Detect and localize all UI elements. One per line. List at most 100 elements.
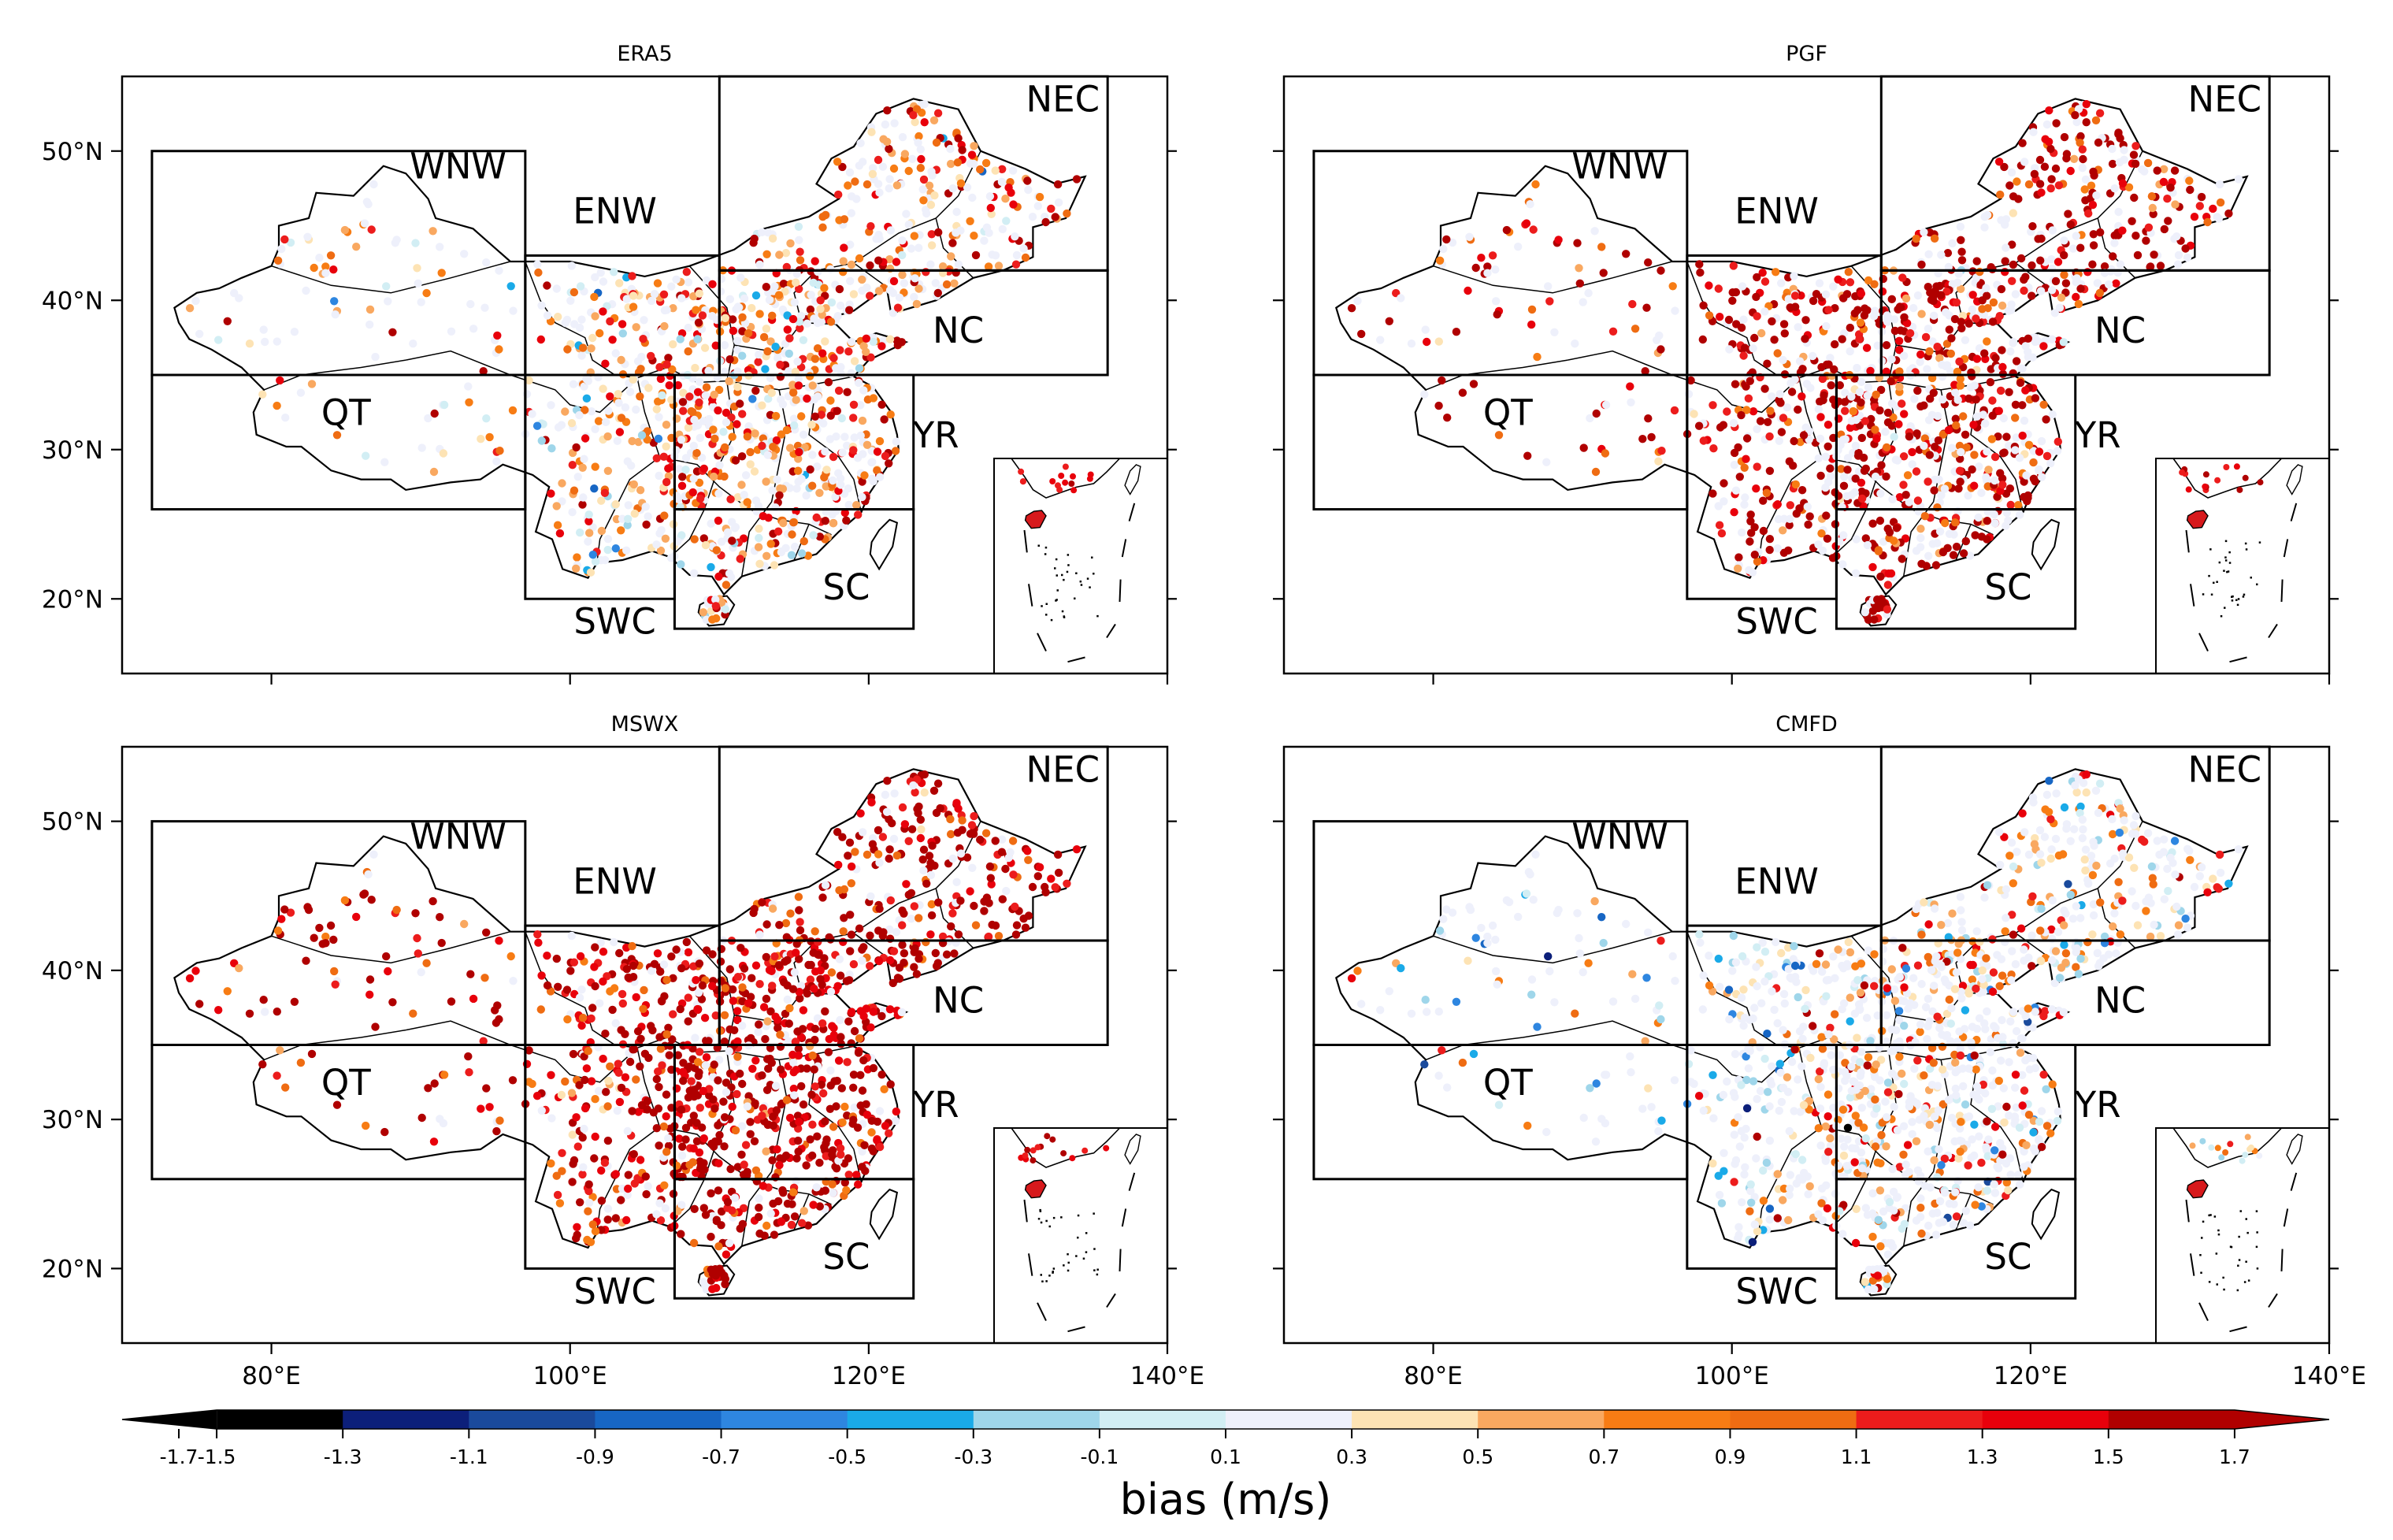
station-point <box>925 852 934 860</box>
station-point <box>912 299 922 309</box>
station-point <box>1899 1150 1908 1160</box>
station-point <box>2035 447 2044 456</box>
station-point <box>195 1000 204 1008</box>
station-point <box>694 318 703 327</box>
station-point <box>825 435 835 443</box>
inset-island <box>1039 1208 1041 1212</box>
station-point <box>340 225 350 235</box>
station-point <box>1861 608 1869 617</box>
station-point <box>1913 1056 1922 1065</box>
station-point <box>744 328 753 338</box>
station-point <box>1983 517 1991 525</box>
station-point <box>678 473 687 481</box>
station-point <box>639 1004 647 1014</box>
station-point <box>652 454 661 462</box>
station-point <box>659 290 669 299</box>
station-point <box>1930 1156 1939 1165</box>
station-point <box>1746 537 1754 546</box>
station-point <box>725 965 734 974</box>
station-point <box>411 909 420 918</box>
station-point <box>796 926 805 935</box>
inset-island <box>1044 546 1048 549</box>
station-point <box>885 925 894 934</box>
station-point <box>632 405 640 414</box>
station-point <box>1887 295 1896 303</box>
station-point <box>768 1156 777 1165</box>
station-point <box>821 337 829 346</box>
station-point <box>1785 521 1794 529</box>
station-point <box>858 1147 866 1156</box>
station-point <box>591 1132 599 1141</box>
station-point <box>729 326 738 336</box>
station-point <box>858 1086 867 1095</box>
station-point <box>774 1023 782 1033</box>
station-point <box>1041 888 1050 897</box>
station-point <box>767 388 776 397</box>
station-point <box>1053 850 1063 859</box>
station-point <box>2050 978 2059 988</box>
station-point <box>547 1114 556 1123</box>
station-point <box>740 294 749 303</box>
station-point <box>984 262 993 271</box>
station-point <box>371 1022 380 1031</box>
station-point <box>615 279 624 288</box>
station-point <box>2166 184 2175 192</box>
station-point <box>785 334 794 343</box>
station-point <box>2174 250 2183 260</box>
station-point <box>1936 291 1946 299</box>
station-point <box>1821 452 1830 461</box>
station-point <box>460 250 469 258</box>
station-point <box>1779 320 1789 328</box>
station-point <box>1990 519 1999 528</box>
station-point <box>1887 569 1896 578</box>
station-point <box>1950 530 1958 539</box>
y-tick-label: 40°N <box>42 287 103 315</box>
station-point <box>611 1214 620 1223</box>
station-point <box>1978 296 1987 305</box>
station-point <box>1890 326 1900 336</box>
province-border <box>1798 377 1994 536</box>
station-point <box>2083 268 2092 276</box>
station-point <box>1970 1120 1979 1129</box>
station-point <box>826 1081 835 1090</box>
station-point <box>1910 395 1919 403</box>
station-point <box>919 196 928 205</box>
station-point <box>1488 251 1497 260</box>
station-point <box>632 323 640 332</box>
region-label: SWC <box>573 601 655 643</box>
station-point <box>1759 526 1768 536</box>
station-point <box>844 500 853 510</box>
station-point <box>1981 1089 1990 1098</box>
station-point <box>584 510 593 519</box>
station-point <box>806 305 815 314</box>
station-point <box>668 1035 677 1044</box>
station-point <box>687 1077 696 1085</box>
station-point <box>1864 383 1873 391</box>
station-point <box>576 282 585 291</box>
station-point <box>947 922 955 931</box>
station-point <box>875 859 884 867</box>
station-point <box>1815 949 1824 958</box>
province-border <box>636 1048 832 1205</box>
station-point <box>2002 914 2010 922</box>
station-point <box>866 1023 875 1032</box>
station-point <box>1887 355 1896 364</box>
station-point <box>795 955 803 963</box>
station-point <box>1834 275 1842 284</box>
station-point <box>811 412 820 421</box>
station-point <box>733 1163 742 1171</box>
station-point <box>2037 234 2046 243</box>
station-point <box>1895 346 1904 354</box>
station-point <box>2009 209 2017 217</box>
station-point <box>630 1179 639 1188</box>
station-point <box>881 120 890 129</box>
station-point <box>2008 276 2016 285</box>
station-point <box>409 1009 417 1018</box>
station-point <box>1928 540 1937 548</box>
station-point <box>869 833 877 843</box>
station-point <box>667 952 676 961</box>
station-point <box>1599 269 1608 277</box>
nine-dash-line <box>1128 1172 1136 1191</box>
station-point <box>684 278 693 287</box>
station-point <box>907 825 917 833</box>
